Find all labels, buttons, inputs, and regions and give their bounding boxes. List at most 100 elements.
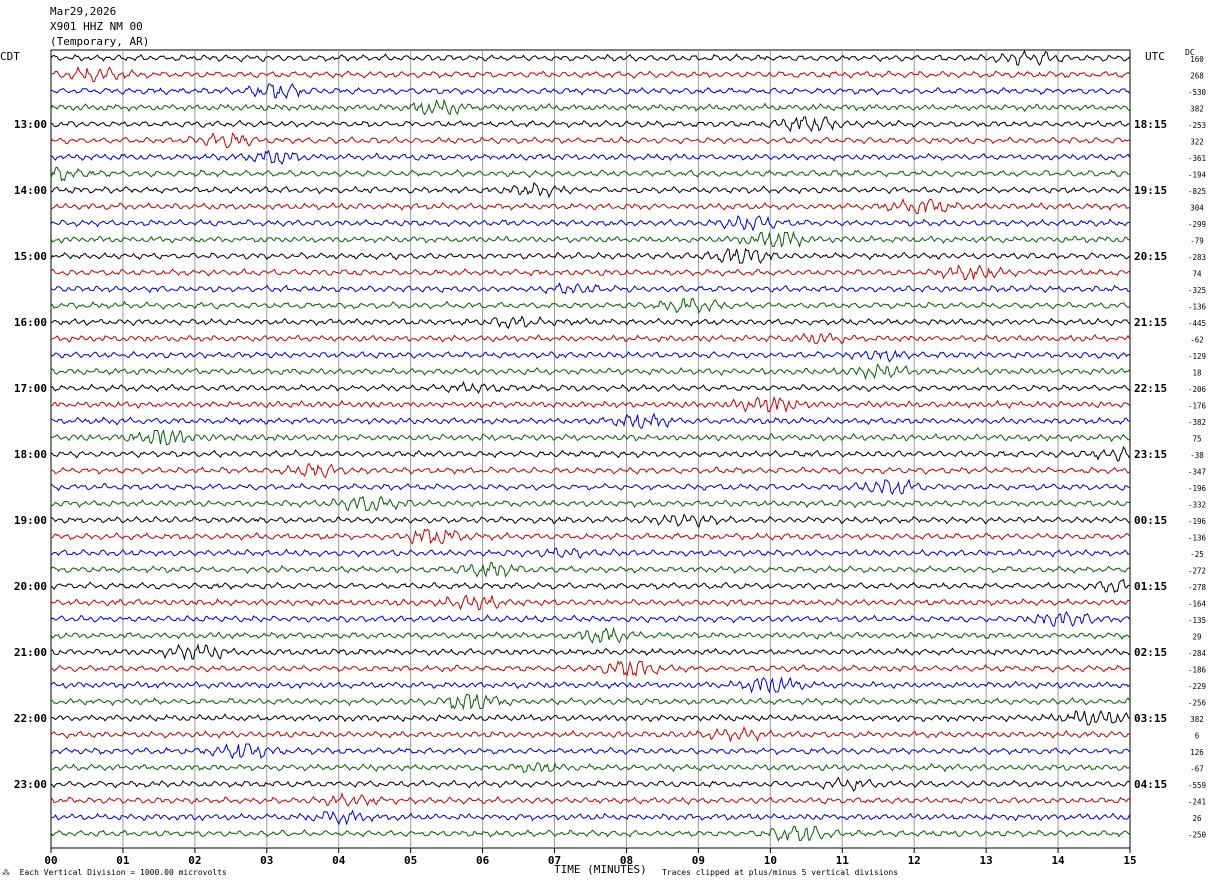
right-hour-label: 21:15: [1134, 316, 1167, 329]
seismic-trace: [50, 395, 1130, 414]
seismic-trace: [50, 694, 1130, 711]
dc-offset-label: -347: [1188, 468, 1206, 477]
seismic-trace: [50, 761, 1130, 773]
x-tick-label: 03: [260, 854, 273, 867]
dc-offset-label: -135: [1188, 616, 1206, 625]
x-tick-label: 11: [836, 854, 850, 867]
dc-offset-label: -25: [1190, 550, 1204, 559]
dc-offset-label: 382: [1190, 715, 1204, 724]
dc-offset-label: -136: [1188, 534, 1207, 543]
dc-offset-label: -79: [1190, 237, 1204, 246]
left-hour-label: 15:00: [14, 250, 47, 263]
x-tick-label: 05: [404, 854, 417, 867]
left-hour-label: 18:00: [14, 448, 47, 461]
right-hour-label: 18:15: [1134, 118, 1167, 131]
seismic-trace: [50, 594, 1130, 611]
seismic-trace: [50, 182, 1130, 199]
dc-offset-label: -241: [1188, 798, 1206, 807]
seismic-trace: [50, 380, 1130, 394]
dc-offset-label: -332: [1188, 501, 1206, 510]
right-hour-label: 20:15: [1134, 250, 1167, 263]
dc-offset-label: -196: [1188, 484, 1207, 493]
x-tick-label: 12: [908, 854, 921, 867]
dc-offset-label: -136: [1188, 303, 1207, 312]
dc-offset-label: 6: [1195, 732, 1200, 741]
dc-offset-label: 75: [1192, 435, 1201, 444]
seismic-trace: [50, 315, 1130, 329]
seismic-trace: [50, 792, 1130, 807]
seismic-trace: [50, 198, 1130, 214]
seismic-trace: [50, 513, 1130, 528]
right-hour-label: 03:15: [1134, 712, 1167, 725]
x-axis-title: TIME (MINUTES): [554, 863, 647, 876]
dc-offset-label: -382: [1188, 418, 1206, 427]
seismic-trace: [50, 809, 1130, 826]
plot-frame: [50, 49, 1131, 849]
dc-offset-label: -206: [1188, 385, 1207, 394]
seismic-trace: [50, 214, 1130, 232]
dc-offset-label: -194: [1188, 171, 1207, 180]
dc-offset-label: -67: [1190, 765, 1204, 774]
scale-note-text: Each Vertical Division = 1000.00 microvo…: [19, 868, 227, 877]
x-tick-label: 15: [1123, 854, 1136, 867]
dc-offset-label: -253: [1188, 121, 1206, 130]
dc-offset-label: -129: [1188, 352, 1206, 361]
dc-offset-label: -299: [1188, 220, 1206, 229]
scale-note: ⁂ Each Vertical Division = 1000.00 micro…: [2, 868, 227, 877]
seismic-trace: [50, 776, 1130, 792]
seismic-trace: [50, 230, 1130, 248]
dc-offset-label: 29: [1192, 633, 1201, 642]
seismic-trace: [50, 709, 1130, 726]
x-tick-label: 14: [1051, 854, 1065, 867]
seismic-trace: [50, 297, 1130, 314]
seismic-trace: [50, 547, 1130, 559]
seismic-trace: [50, 478, 1130, 496]
left-hour-label: 21:00: [14, 646, 47, 659]
right-hour-label: 01:15: [1134, 580, 1167, 593]
right-hour-label: 02:15: [1134, 646, 1167, 659]
x-tick-label: 08: [620, 854, 633, 867]
left-hour-label: 17:00: [14, 382, 47, 395]
seismic-trace: [50, 264, 1130, 280]
seismic-trace: [50, 528, 1130, 545]
date-label: Mar29,2026: [50, 5, 117, 18]
dc-offset-label: 268: [1190, 72, 1204, 81]
dc-offset-label: -186: [1188, 666, 1207, 675]
x-tick-label: 00: [44, 854, 57, 867]
seismic-trace: [50, 247, 1130, 265]
dc-offset-label: -272: [1188, 567, 1206, 576]
seismic-trace: [50, 83, 1130, 100]
dc-offset-label: -229: [1188, 682, 1206, 691]
seismic-trace: [50, 166, 1130, 182]
dc-offset-label: -284: [1188, 649, 1207, 658]
dc-offset-label: -250: [1188, 831, 1207, 840]
x-tick-label: 07: [548, 854, 561, 867]
right-hour-label: 22:15: [1134, 382, 1167, 395]
left-hour-label: 20:00: [14, 580, 47, 593]
seismic-trace: [50, 660, 1130, 677]
dc-offset-label: 382: [1190, 105, 1204, 114]
seismic-trace: [50, 462, 1130, 479]
seismic-trace: [50, 676, 1130, 694]
dc-offset-label: 160: [1190, 55, 1204, 64]
network-label: (Temporary, AR): [50, 35, 150, 48]
dc-offset-label: -196: [1188, 517, 1207, 526]
seismic-trace: [50, 98, 1130, 116]
seismic-trace: [50, 578, 1130, 594]
seismic-trace: [50, 49, 1130, 66]
seismic-trace: [51, 332, 1130, 345]
left-timezone-label: CDT: [0, 50, 20, 63]
seismic-trace: [50, 743, 1130, 760]
dc-offset-label: 26: [1192, 814, 1202, 823]
left-hour-label: 14:00: [14, 184, 47, 197]
dc-offset-label: -38: [1190, 451, 1204, 460]
dc-offset-label: -825: [1188, 187, 1206, 196]
dc-offset-label: -445: [1188, 319, 1206, 328]
seismic-trace: [50, 132, 1130, 148]
seismic-trace: [50, 561, 1130, 578]
dc-offset-label: 74: [1192, 270, 1202, 279]
left-hour-label: 13:00: [14, 118, 47, 131]
seismic-trace: [50, 282, 1130, 295]
dc-offset-label: 18: [1192, 369, 1202, 378]
right-hour-label: 23:15: [1134, 448, 1167, 461]
